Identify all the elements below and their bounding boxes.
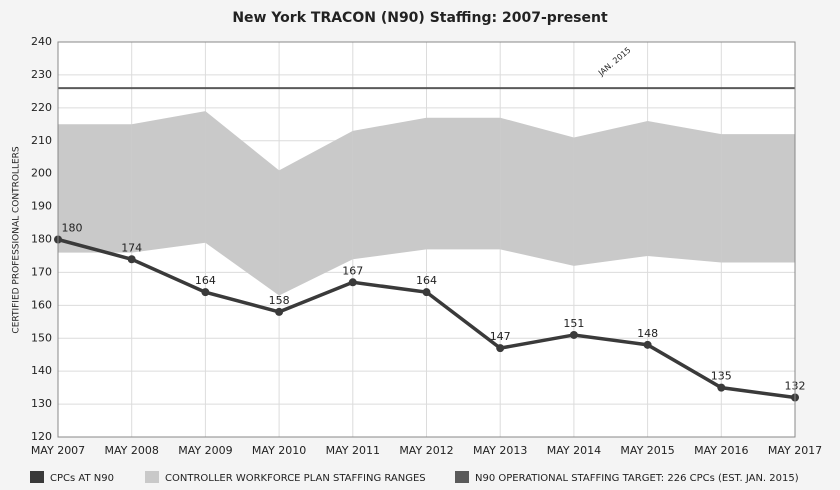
range-area — [58, 124, 132, 253]
data-point — [717, 383, 726, 392]
x-tick-label: MAY 2016 — [694, 444, 748, 457]
x-tick-label: MAY 2008 — [105, 444, 159, 457]
y-tick-label: 150 — [31, 331, 52, 344]
data-label: 167 — [342, 264, 363, 277]
x-tick-label: MAY 2007 — [31, 444, 85, 457]
range-area — [352, 117, 427, 260]
y-tick-label: 210 — [31, 134, 52, 147]
legend-label: CPCs AT N90 — [50, 473, 114, 484]
data-point — [496, 344, 505, 353]
range-area — [721, 134, 795, 263]
y-tick-label: 180 — [31, 233, 52, 246]
data-point — [275, 307, 284, 316]
y-tick-label: 140 — [31, 364, 52, 377]
range-area — [279, 130, 353, 296]
legend-label: CONTROLLER WORKFORCE PLAN STAFFING RANGE… — [165, 473, 426, 484]
range-area — [426, 117, 501, 250]
legend-swatch — [455, 471, 469, 483]
y-tick-label: 230 — [31, 68, 52, 81]
plot-border — [57, 41, 796, 438]
y-tick-label: 160 — [31, 298, 52, 311]
data-label: 135 — [711, 370, 732, 383]
x-tick-label: MAY 2015 — [620, 444, 674, 457]
legend-swatch — [145, 471, 159, 483]
data-label: 164 — [195, 274, 216, 287]
legend-swatch — [30, 471, 44, 483]
range-area — [647, 121, 722, 263]
x-tick-label: MAY 2013 — [473, 444, 527, 457]
data-point — [422, 288, 431, 297]
data-label: 180 — [62, 222, 83, 235]
legend-label: N90 OPERATIONAL STAFFING TARGET: 226 CPC… — [475, 473, 799, 484]
x-tick-label: MAY 2010 — [252, 444, 306, 457]
y-tick-label: 200 — [31, 167, 52, 180]
data-label: 164 — [416, 274, 437, 287]
y-tick-label: 240 — [31, 35, 52, 48]
data-point — [127, 255, 136, 264]
x-tick-label: MAY 2009 — [178, 444, 232, 457]
x-tick-label: MAY 2017 — [768, 444, 822, 457]
data-label: 147 — [490, 330, 511, 343]
data-label: 174 — [121, 241, 142, 254]
data-label: 158 — [269, 294, 290, 307]
chart-title: New York TRACON (N90) Staffing: 2007-pre… — [232, 10, 608, 26]
data-point — [348, 278, 357, 287]
data-label: 151 — [563, 317, 584, 330]
y-tick-label: 220 — [31, 101, 52, 114]
x-tick-label: MAY 2014 — [547, 444, 601, 457]
y-tick-label: 170 — [31, 265, 52, 278]
range-area — [131, 111, 206, 253]
data-point — [569, 330, 578, 339]
range-area — [573, 121, 648, 266]
data-point — [201, 288, 210, 297]
range-area — [205, 111, 280, 296]
x-tick-label: MAY 2011 — [326, 444, 380, 457]
x-tick-label: MAY 2012 — [399, 444, 453, 457]
data-point — [643, 340, 652, 349]
y-axis-title: CERTIFIED PROFESSIONAL CONTROLLERS — [12, 146, 22, 333]
y-tick-label: 130 — [31, 397, 52, 410]
range-area — [500, 117, 574, 266]
y-tick-label: 120 — [31, 430, 52, 443]
y-tick-label: 190 — [31, 200, 52, 213]
data-label: 148 — [637, 327, 658, 340]
